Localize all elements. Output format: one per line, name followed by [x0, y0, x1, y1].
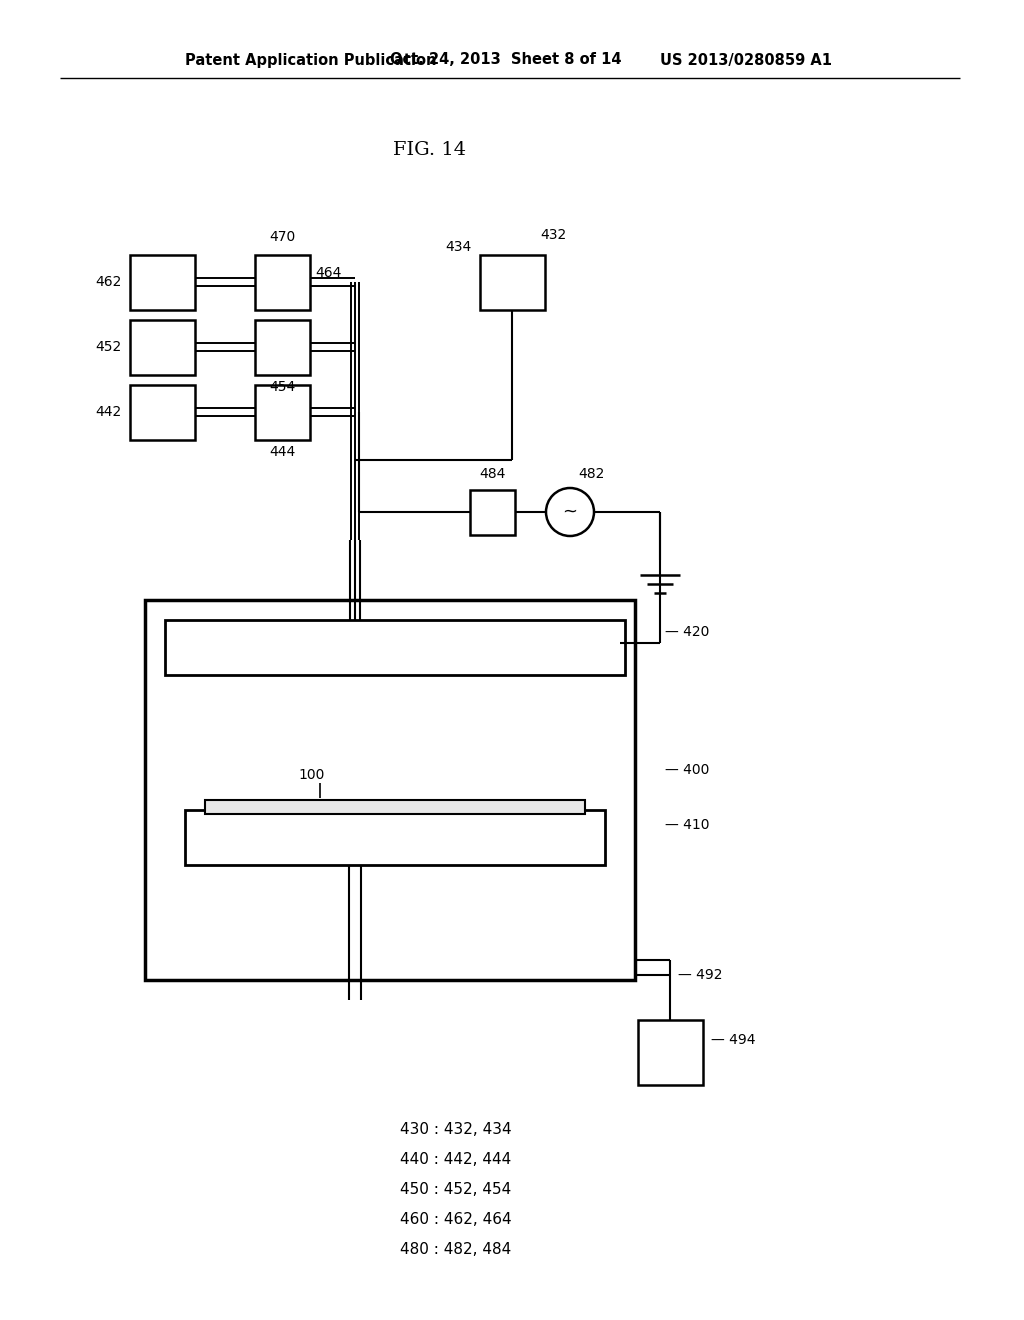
Bar [480, 255, 545, 310]
Text: ~: ~ [562, 503, 578, 521]
Text: 470: 470 [269, 230, 295, 244]
Bar [145, 601, 635, 979]
Bar [130, 255, 195, 310]
Text: 460 : 462, 464: 460 : 462, 464 [400, 1213, 512, 1228]
Text: Oct. 24, 2013  Sheet 8 of 14: Oct. 24, 2013 Sheet 8 of 14 [390, 53, 622, 67]
Bar [130, 385, 195, 440]
Text: 484: 484 [479, 467, 505, 480]
Bar [130, 319, 195, 375]
Bar [470, 490, 515, 535]
Text: 462: 462 [95, 275, 122, 289]
Text: 440 : 442, 444: 440 : 442, 444 [400, 1152, 511, 1167]
Text: 464: 464 [315, 267, 341, 280]
Text: 442: 442 [96, 405, 122, 418]
Bar [185, 810, 605, 865]
Text: FIG. 14: FIG. 14 [393, 141, 467, 158]
Text: 430 : 432, 434: 430 : 432, 434 [400, 1122, 512, 1138]
Text: 444: 444 [269, 445, 295, 459]
Text: — 494: — 494 [711, 1034, 756, 1047]
Text: US 2013/0280859 A1: US 2013/0280859 A1 [660, 53, 831, 67]
Text: — 410: — 410 [665, 818, 710, 832]
Text: 480 : 482, 484: 480 : 482, 484 [400, 1242, 511, 1258]
Bar [255, 385, 310, 440]
Text: 434: 434 [445, 240, 472, 253]
Text: Patent Application Publication: Patent Application Publication [185, 53, 436, 67]
Text: 450 : 452, 454: 450 : 452, 454 [400, 1183, 511, 1197]
Bar [638, 1020, 703, 1085]
Text: — 420: — 420 [665, 624, 710, 639]
Text: 452: 452 [96, 341, 122, 354]
Text: — 400: — 400 [665, 763, 710, 777]
Bar [165, 620, 625, 675]
Bar [205, 800, 585, 814]
Text: 482: 482 [578, 467, 604, 480]
Bar [255, 319, 310, 375]
Text: 454: 454 [269, 380, 295, 393]
Text: 100: 100 [298, 768, 325, 781]
Text: 432: 432 [540, 228, 566, 242]
Text: — 492: — 492 [678, 968, 723, 982]
Bar [255, 255, 310, 310]
